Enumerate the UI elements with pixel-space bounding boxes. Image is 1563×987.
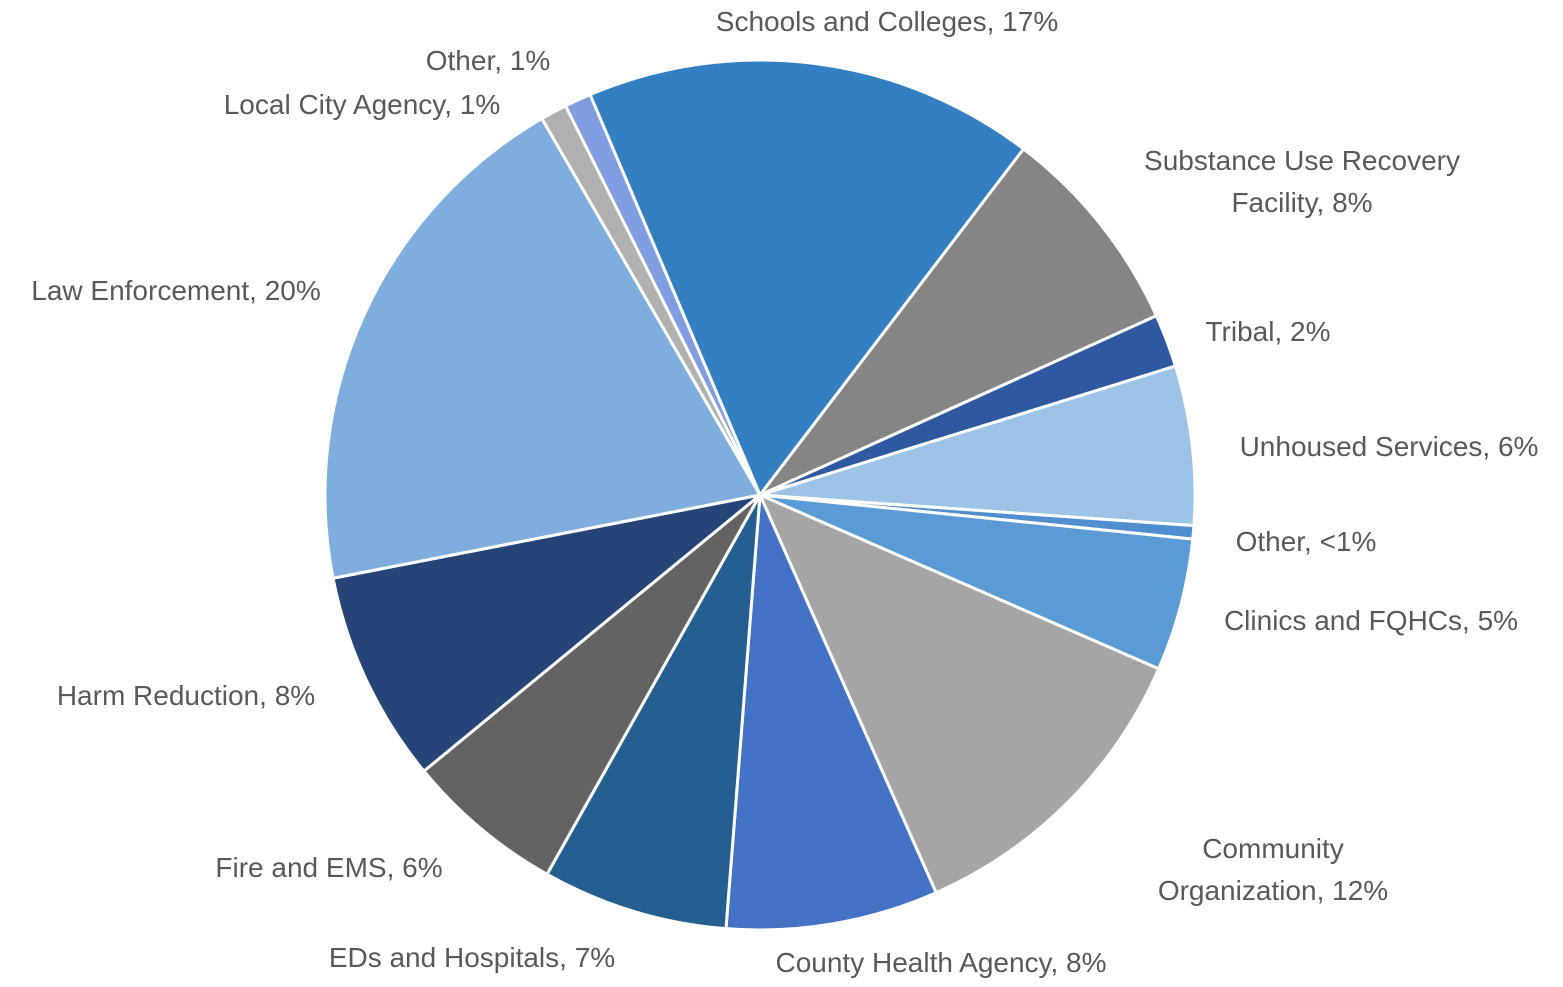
pie-slice [758,364,1197,528]
label-category: Schools and Colleges [716,6,1002,37]
label-category: Other [426,45,510,76]
pie-slice [758,147,1158,497]
data-label: Other1% [426,40,551,82]
data-label: Other<1% [1236,521,1377,563]
data-label: Schools and Colleges17% [716,1,1058,43]
label-value: 6% [402,852,443,883]
label-category: Clinics and FQHCs [1224,605,1478,636]
label-value: 20% [264,275,321,306]
label-value: 7% [574,942,616,973]
pie-slice [422,493,762,876]
pie-slice [588,58,1026,497]
label-value: 1% [459,89,501,120]
label-value: 8% [274,680,316,711]
label-category: Local City Agency [224,89,460,120]
label-value: 2% [1290,316,1331,347]
label-value: 8% [1066,947,1107,978]
data-label: Fire and EMS6% [215,847,442,889]
label-value: 17% [1002,6,1059,37]
label-category: Law Enforcement [31,275,264,306]
label-category: Tribal [1205,316,1290,347]
data-label: Substance Use Recovery Facility8% [1127,140,1477,224]
pie-slice [331,493,762,773]
data-label: County Health Agency8% [775,942,1106,984]
data-label: EDs and Hospitals7% [329,937,615,979]
data-label: Law Enforcement20% [31,270,321,312]
label-category: Other [1236,526,1320,557]
label-value: 1% [509,45,551,76]
data-label: Unhoused Services6% [1240,426,1539,468]
data-label: Local City Agency1% [224,84,501,126]
data-label: Harm Reduction8% [57,675,315,717]
pie-slice [545,493,762,931]
data-label: Tribal2% [1205,311,1330,353]
label-value: 6% [1497,431,1539,462]
label-value: 12% [1332,875,1389,906]
data-label: Clinics and FQHCs5% [1224,600,1518,642]
label-value: <1% [1319,526,1377,557]
label-category: Fire and EMS [215,852,402,883]
label-category: Substance Use Recovery Facility [1144,145,1460,218]
pie-slice [724,493,938,932]
pie-slice [323,117,762,580]
label-category: Unhoused Services [1240,431,1498,462]
label-value: 8% [1332,187,1373,218]
data-label: Community Organization12% [1088,828,1458,912]
label-value: 5% [1477,605,1519,636]
label-category: EDs and Hospitals [329,942,575,973]
label-category: Harm Reduction [57,680,275,711]
label-category: Community Organization [1158,833,1344,906]
pie-slice [758,493,1161,895]
pie-slice [564,93,762,497]
label-category: County Health Agency [775,947,1066,978]
